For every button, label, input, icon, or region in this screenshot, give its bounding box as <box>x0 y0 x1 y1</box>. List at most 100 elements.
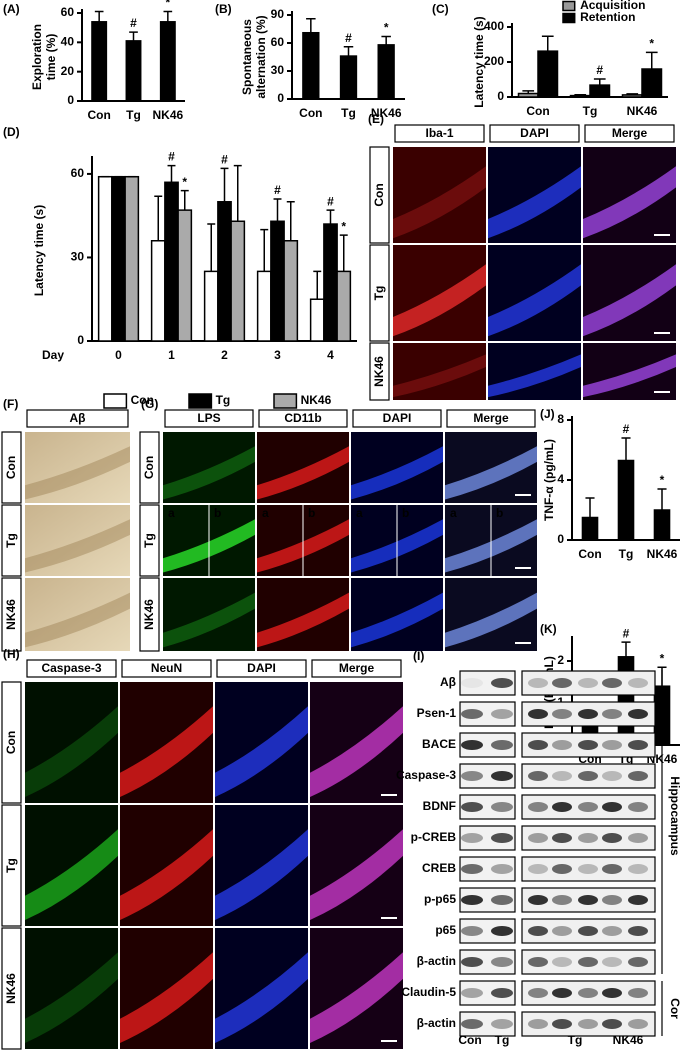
bar <box>283 240 299 342</box>
column-header-box <box>26 409 129 428</box>
column-header: LPS <box>197 411 220 425</box>
y-axis-label: Exploration <box>30 24 44 90</box>
legend-label: Tg <box>216 393 231 407</box>
row-label-box <box>1 577 22 652</box>
blot-band <box>552 957 572 967</box>
bar <box>621 94 643 98</box>
error-bar <box>621 641 631 657</box>
significance-marker: # <box>274 183 281 197</box>
blot-band <box>491 926 513 936</box>
protein-label: Caspase-3 <box>396 768 456 782</box>
blot-band <box>552 864 572 874</box>
tissue-band <box>488 166 581 239</box>
blot-band <box>461 802 483 812</box>
column-header-box <box>352 409 442 428</box>
y-tick-label: 90 <box>271 7 285 21</box>
protein-label: p-CREB <box>411 830 457 844</box>
significance-marker: # <box>623 422 630 436</box>
significance-marker: * <box>182 175 187 189</box>
error-bar <box>286 201 295 241</box>
error-bar <box>381 35 391 45</box>
y-tick-label: 30 <box>271 63 285 77</box>
significance-marker: * <box>341 219 346 233</box>
column-header-box <box>121 659 212 678</box>
column-header: Aβ <box>70 411 86 425</box>
bar <box>256 270 272 342</box>
row-label-box <box>369 244 390 342</box>
blot-band <box>578 864 598 874</box>
y-axis-label: TNF-α (pg/mL) <box>542 439 556 521</box>
bar <box>97 175 113 342</box>
bar <box>641 68 663 98</box>
blot-band <box>528 1019 548 1029</box>
blot-band <box>602 864 622 874</box>
blot-band <box>528 988 548 998</box>
blot-band <box>528 833 548 843</box>
blot-band <box>491 678 513 688</box>
tissue-band <box>25 706 118 797</box>
panel-label: (E) <box>368 112 384 126</box>
bar <box>653 509 671 541</box>
blot-band <box>528 678 548 688</box>
y-tick-label: 60 <box>61 5 75 19</box>
error-bar <box>541 35 554 52</box>
blot-band <box>628 895 648 905</box>
protein-label: Aβ <box>440 675 456 689</box>
row-label: NK46 <box>4 599 18 630</box>
tissue-band <box>393 166 486 239</box>
bar <box>150 240 166 342</box>
lane-label: Tg <box>495 1033 510 1047</box>
panel-label: (D) <box>3 125 20 139</box>
significance-marker: # <box>596 63 603 77</box>
bar <box>159 21 176 102</box>
panel-label: (K) <box>540 622 557 636</box>
blot-band <box>461 957 483 967</box>
blot-band <box>578 802 598 812</box>
significance-marker: * <box>384 21 389 35</box>
x-tick-label: NK46 <box>152 108 183 122</box>
legend-label: Acquisition <box>580 0 645 12</box>
y-tick-label: 0 <box>77 333 84 347</box>
blot-band <box>491 988 513 998</box>
y-tick-label: 200 <box>484 54 504 68</box>
blot-band <box>528 802 548 812</box>
blot-band <box>528 926 548 936</box>
blot-band <box>602 802 622 812</box>
y-axis-label: Latency time (s) <box>472 16 486 107</box>
panel-label: (C) <box>432 2 449 16</box>
blot-band <box>552 771 572 781</box>
y-tick-label: 20 <box>61 64 75 78</box>
bar <box>517 92 539 98</box>
blot-band <box>491 957 513 967</box>
error-bar <box>167 164 176 183</box>
column-header: Merge <box>612 126 648 140</box>
protein-label: p65 <box>435 923 456 937</box>
column-header-box <box>446 409 536 428</box>
x-tick-label: 3 <box>274 348 281 362</box>
tissue-band <box>583 354 676 398</box>
micrograph <box>25 432 130 503</box>
blot-band <box>528 740 548 750</box>
x-tick-label: 0 <box>115 348 122 362</box>
blot-band <box>628 678 648 688</box>
blot-band <box>578 709 598 719</box>
subpanel-label: a <box>168 506 175 520</box>
blot-band <box>552 895 572 905</box>
blot-right <box>521 980 656 1006</box>
panel-label: (F) <box>3 397 18 411</box>
row-label: Tg <box>372 286 386 301</box>
blot-band <box>491 802 513 812</box>
blot-band <box>578 833 598 843</box>
micrograph <box>393 343 486 400</box>
bar <box>581 516 599 541</box>
error-bar <box>306 17 316 33</box>
micrograph <box>25 505 130 576</box>
blot-band <box>602 709 622 719</box>
protein-label: BACE <box>422 737 456 751</box>
blot-band <box>461 678 483 688</box>
blot-band <box>578 678 598 688</box>
error-bar <box>154 195 163 241</box>
row-label-box <box>369 342 390 401</box>
error-bar <box>626 93 639 95</box>
